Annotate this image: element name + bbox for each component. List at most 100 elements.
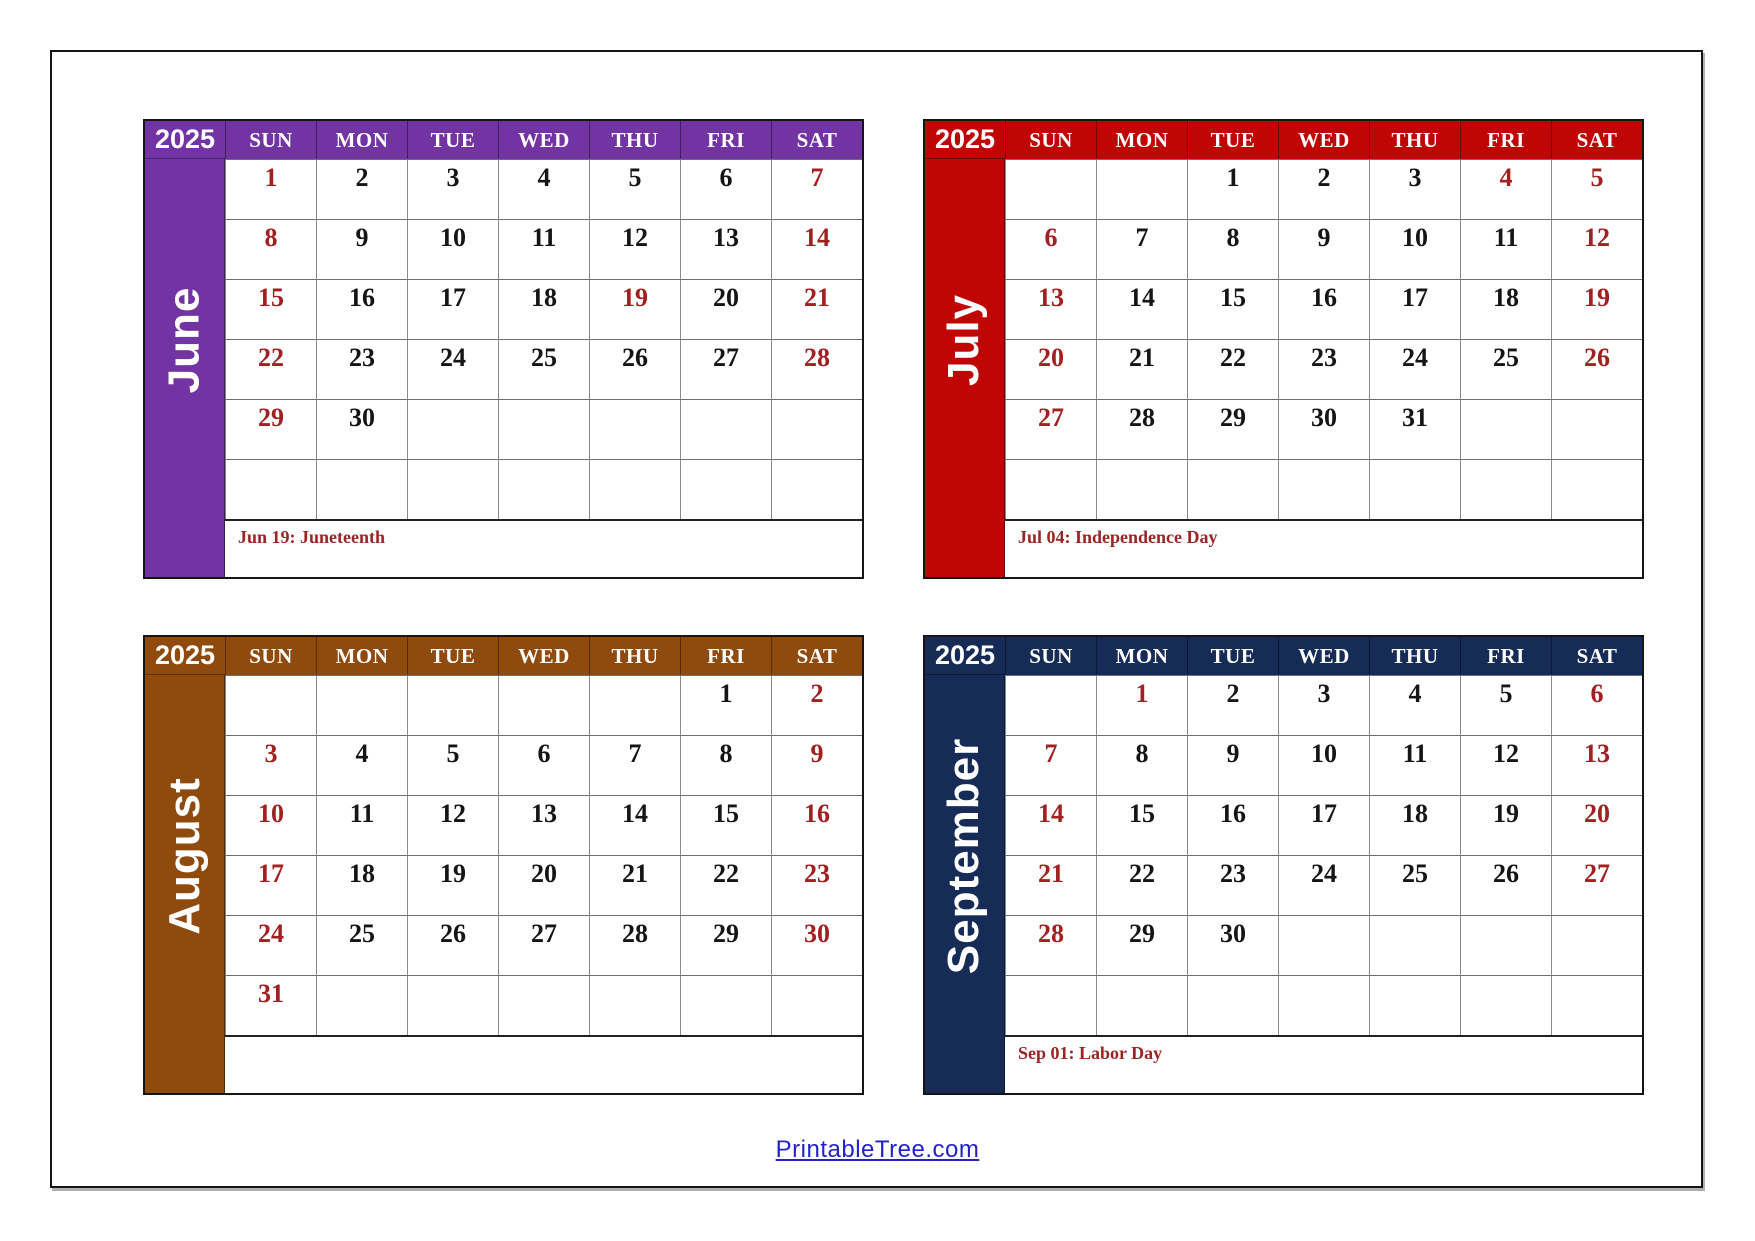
date-cell: 6 (1551, 675, 1642, 735)
date-number: 20 (1038, 343, 1064, 372)
date-cell: 9 (1187, 735, 1278, 795)
date-cell: 25 (498, 339, 589, 399)
date-cell (589, 975, 680, 1035)
date-number: 1 (264, 163, 278, 192)
weekday-header-mon: MON (316, 637, 407, 675)
date-cell: 14 (1096, 279, 1187, 339)
date-cell: 14 (589, 795, 680, 855)
weekday-header-tue: TUE (1187, 121, 1278, 159)
date-cell: 27 (1005, 399, 1096, 459)
date-number: 27 (1038, 403, 1064, 432)
date-cell: 15 (1096, 795, 1187, 855)
date-cell: 1 (225, 159, 316, 219)
date-number: 10 (1311, 739, 1337, 768)
date-number: 30 (804, 919, 830, 948)
date-number: 14 (804, 223, 830, 252)
date-number: 19 (1493, 799, 1519, 828)
date-cell: 31 (1369, 399, 1460, 459)
date-cell (498, 399, 589, 459)
date-cell: 2 (1187, 675, 1278, 735)
month-label: September (939, 737, 989, 975)
date-number: 15 (713, 799, 739, 828)
date-cell: 27 (680, 339, 771, 399)
date-cell: 11 (498, 219, 589, 279)
date-number: 4 (1408, 679, 1422, 708)
date-number: 28 (1129, 403, 1155, 432)
weekday-header-sun: SUN (225, 121, 316, 159)
date-cell (316, 459, 407, 519)
holiday-note (225, 1035, 862, 1093)
date-number: 11 (349, 799, 375, 828)
month-sidebar: August (145, 675, 225, 1093)
holiday-note: Jun 19: Juneteenth (225, 519, 862, 577)
weekday-header-wed: WED (1278, 637, 1369, 675)
date-number: 22 (713, 859, 739, 888)
weekday-header-tue: TUE (407, 121, 498, 159)
date-number: 7 (1044, 739, 1058, 768)
date-number: 11 (1402, 739, 1428, 768)
date-cell: 28 (1096, 399, 1187, 459)
date-number: 12 (1584, 223, 1610, 252)
date-cell: 22 (225, 339, 316, 399)
date-number: 10 (440, 223, 466, 252)
date-cell (680, 399, 771, 459)
date-cell (1096, 459, 1187, 519)
date-cell: 20 (498, 855, 589, 915)
date-cell (1369, 975, 1460, 1035)
date-cell: 16 (1187, 795, 1278, 855)
date-number: 16 (1311, 283, 1337, 312)
date-cell: 29 (225, 399, 316, 459)
date-number: 18 (1493, 283, 1519, 312)
date-cell (1005, 675, 1096, 735)
date-cell: 4 (498, 159, 589, 219)
weekday-header-sat: SAT (771, 121, 862, 159)
date-number: 4 (1499, 163, 1513, 192)
printabletree-link[interactable]: PrintableTree.com (775, 1136, 980, 1163)
date-number: 9 (1226, 739, 1240, 768)
date-cell (407, 975, 498, 1035)
date-cell: 19 (407, 855, 498, 915)
date-cell: 29 (1096, 915, 1187, 975)
date-number: 9 (810, 739, 824, 768)
date-number: 22 (1129, 859, 1155, 888)
date-cell (498, 459, 589, 519)
date-cell: 23 (1278, 339, 1369, 399)
date-number: 26 (622, 343, 648, 372)
date-cell: 17 (407, 279, 498, 339)
holiday-note: Jul 04: Independence Day (1005, 519, 1642, 577)
weekday-header-tue: TUE (407, 637, 498, 675)
date-cell: 18 (1369, 795, 1460, 855)
date-number: 17 (258, 859, 284, 888)
date-cell: 20 (1005, 339, 1096, 399)
date-number: 2 (355, 163, 369, 192)
date-number: 30 (1220, 919, 1246, 948)
date-cell: 15 (225, 279, 316, 339)
date-cell (1096, 159, 1187, 219)
date-number: 18 (1402, 799, 1428, 828)
date-cell (407, 459, 498, 519)
date-cell: 28 (771, 339, 862, 399)
calendar-june: 2025 SUN MON TUE WED THU FRI SAT June Ju… (143, 119, 864, 579)
date-cell (1460, 975, 1551, 1035)
date-number: 29 (1129, 919, 1155, 948)
date-cell: 10 (1369, 219, 1460, 279)
date-number: 5 (446, 739, 460, 768)
weekday-header-sat: SAT (1551, 637, 1642, 675)
date-number: 6 (719, 163, 733, 192)
date-cell (1551, 459, 1642, 519)
date-number: 23 (804, 859, 830, 888)
month-sidebar: September (925, 675, 1005, 1093)
weekday-header-sun: SUN (225, 637, 316, 675)
date-number: 4 (537, 163, 551, 192)
date-number: 8 (264, 223, 278, 252)
date-number: 9 (1317, 223, 1331, 252)
date-cell: 27 (1551, 855, 1642, 915)
date-cell (1460, 459, 1551, 519)
date-number: 13 (1584, 739, 1610, 768)
date-number: 24 (258, 919, 284, 948)
date-number: 20 (531, 859, 557, 888)
date-cell: 11 (1369, 735, 1460, 795)
date-number: 5 (628, 163, 642, 192)
date-number: 26 (440, 919, 466, 948)
date-cell: 19 (1460, 795, 1551, 855)
